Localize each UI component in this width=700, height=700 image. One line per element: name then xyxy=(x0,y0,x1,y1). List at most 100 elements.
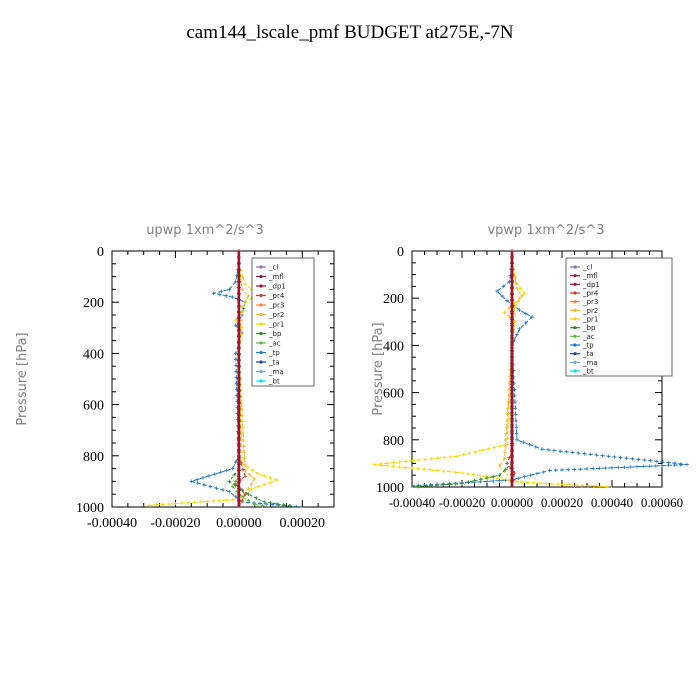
series-marker-dp1 xyxy=(510,429,514,433)
series-marker-dp1 xyxy=(510,274,514,278)
series-marker-pr1 xyxy=(502,477,506,482)
series-marker-pr1 xyxy=(245,465,250,469)
legend-label-pr2: _pr2 xyxy=(582,307,598,315)
series-marker-pr1 xyxy=(192,500,197,505)
series-marker-tp xyxy=(597,466,602,471)
x-tick-label: -0.00020 xyxy=(439,495,486,510)
series-marker-dp1 xyxy=(237,444,241,448)
series-marker-pr2 xyxy=(507,387,511,392)
series-marker-dp1 xyxy=(510,298,514,303)
series-marker-dp1 xyxy=(510,472,514,477)
series-marker-pr1 xyxy=(507,305,512,310)
series-marker-dp1 xyxy=(510,478,514,483)
series-marker-tp xyxy=(195,481,200,485)
series-marker-dp1 xyxy=(237,328,241,333)
legend-marker-bt xyxy=(573,369,577,373)
series-marker-dp1 xyxy=(237,316,241,320)
series-marker-pr2 xyxy=(502,456,507,461)
series-marker-dp1 xyxy=(237,285,241,290)
legend-label-pr1: _pr1 xyxy=(268,321,284,329)
series-marker-tp xyxy=(495,289,499,293)
series-marker-pr2 xyxy=(504,431,508,436)
series-marker-dp1 xyxy=(237,486,241,491)
series-marker-tp xyxy=(497,478,502,483)
series-marker-tp xyxy=(572,467,577,472)
y-tick-label: 600 xyxy=(83,399,104,414)
series-marker-pr1 xyxy=(520,480,524,485)
series-marker-pr2 xyxy=(240,305,244,310)
series-marker-bp xyxy=(275,502,279,506)
series-marker-dp1 xyxy=(510,398,514,402)
legend-marker-bp xyxy=(573,326,577,330)
legend-label-tp: _tp xyxy=(582,342,594,350)
series-marker-tp xyxy=(517,308,522,312)
series-marker-pr2 xyxy=(248,473,252,477)
series-marker-pr1 xyxy=(243,282,247,287)
x-tick-label: -0.00040 xyxy=(389,495,436,510)
series-marker-pr2 xyxy=(503,438,508,442)
series-marker-ac xyxy=(260,503,265,508)
series-marker-pr1 xyxy=(391,464,396,469)
series-marker-tp xyxy=(491,479,496,483)
legend-label-tp: _tp xyxy=(268,349,280,357)
series-marker-pr4 xyxy=(241,467,245,472)
series-marker-pr1 xyxy=(598,484,602,489)
legend-marker-ma xyxy=(259,369,263,374)
series-marker-tp xyxy=(218,470,223,475)
series-marker-pr1 xyxy=(592,484,596,488)
series-marker-dp1 xyxy=(237,261,241,265)
series-marker-pr1 xyxy=(461,453,466,457)
series-marker-dp1 xyxy=(510,373,514,378)
legend-label-ta: _ta xyxy=(582,350,594,358)
legend-label-bt: _bt xyxy=(582,368,594,376)
series-marker-tp xyxy=(553,468,558,473)
legend-marker-pr4 xyxy=(573,291,577,295)
series-marker-pr1 xyxy=(473,450,478,454)
legend-marker-bp xyxy=(259,331,263,336)
series-marker-pr1 xyxy=(179,501,184,505)
legend-box xyxy=(251,257,315,387)
series-marker-tp xyxy=(189,479,194,484)
y-axis-label: Pressure [hPa] xyxy=(15,332,30,425)
series-marker-tp xyxy=(211,291,216,296)
series-marker-tp xyxy=(547,468,552,473)
legend-label-ma: _ma xyxy=(582,359,598,367)
series-marker-dp1 xyxy=(510,261,514,266)
series-marker-pr1 xyxy=(230,497,235,502)
series-marker-pr2 xyxy=(241,432,245,436)
series-marker-tp xyxy=(513,412,518,417)
series-marker-pr2 xyxy=(243,469,247,473)
series-marker-pr1 xyxy=(239,449,244,454)
series-marker-tp xyxy=(647,464,652,468)
series-marker-bp xyxy=(441,482,446,487)
series-marker-tp xyxy=(546,448,550,452)
series-marker-dp1 xyxy=(510,342,514,346)
series-marker-pr2 xyxy=(239,312,244,316)
series-marker-pr2 xyxy=(497,463,502,468)
series-marker-pr1 xyxy=(233,318,238,322)
series-marker-tp xyxy=(552,448,556,453)
series-marker-tp xyxy=(528,473,533,477)
series-marker-pr2 xyxy=(516,299,521,304)
series-marker-pr2 xyxy=(503,450,507,455)
series-marker-tp xyxy=(642,458,647,462)
series-marker-tp xyxy=(514,419,518,423)
series-marker-tp xyxy=(685,462,689,467)
series-marker-tp xyxy=(233,279,238,284)
series-marker-pr2 xyxy=(512,305,517,310)
series-marker-bp xyxy=(281,503,286,507)
series-marker-tp xyxy=(570,450,575,455)
legend-marker-pr1 xyxy=(573,317,577,321)
series-marker-dp1 xyxy=(510,392,514,396)
series-marker-bp xyxy=(254,496,259,500)
series-marker-tp xyxy=(233,460,238,464)
series-marker-pr1 xyxy=(436,456,440,461)
series-marker-bp xyxy=(485,476,489,480)
series-marker-tp xyxy=(233,351,238,356)
series-marker-dp1 xyxy=(237,365,241,369)
series-marker-pr1 xyxy=(486,447,491,451)
series-line-pr2 xyxy=(498,262,523,478)
series-marker-pr1 xyxy=(466,471,470,476)
series-marker-dp1 xyxy=(510,348,514,353)
series-marker-pr2 xyxy=(513,280,518,285)
